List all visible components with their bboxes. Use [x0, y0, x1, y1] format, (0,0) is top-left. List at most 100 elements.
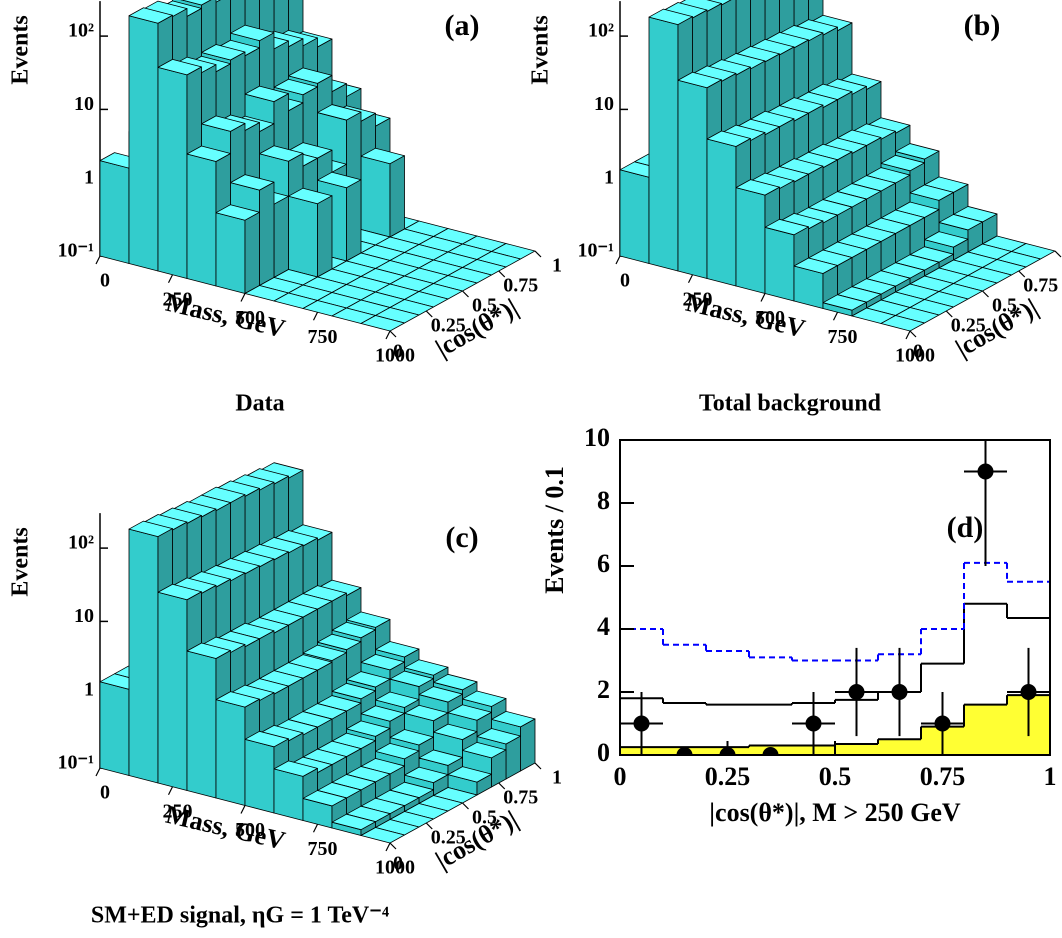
x-tick [95, 767, 101, 777]
data-point [676, 747, 693, 755]
bar-top [317, 633, 362, 651]
bar-top [331, 813, 376, 831]
y-tick [1018, 270, 1026, 278]
bar-top [302, 644, 347, 661]
bar-front [619, 169, 650, 264]
bar-top [404, 766, 449, 783]
y-tick-label: 0.25 [431, 315, 466, 337]
bar-top [375, 641, 420, 658]
y-tick-label: 0.5 [472, 295, 497, 317]
lego-panel: 10⁻¹11010²0250500750100000.250.50.751Eve… [8, 0, 562, 417]
y-tick-label: 4 [597, 612, 610, 641]
x-tick-label: 1 [1044, 762, 1057, 791]
y-tick-label: 1 [552, 767, 562, 789]
bar-top [938, 214, 983, 231]
y-tick [498, 782, 506, 790]
y-tick [462, 802, 469, 810]
x-tick-label: 500 [755, 307, 785, 329]
y-tick [498, 270, 506, 278]
bar-top [331, 621, 376, 639]
x-tick [760, 293, 766, 302]
data-point [1020, 684, 1037, 700]
hist-panel: 0 2 4 6 8 10 0 0.25 0.5 0.75 1 |cos(θ*)|, M > 250 G… [540, 423, 1057, 827]
x-tick-label: 500 [235, 307, 265, 329]
bar-top [128, 7, 173, 24]
x-tick-label: 250 [163, 288, 193, 310]
bar-top [230, 174, 275, 191]
z-tick-label: 10 [74, 605, 94, 627]
bar-top [331, 682, 376, 700]
bar-top [909, 184, 954, 201]
panel-label: (d) [947, 511, 984, 544]
bar-top [433, 673, 478, 691]
y-tick-label: 0.5 [472, 807, 497, 829]
bar-top [273, 760, 318, 777]
bar-top [288, 187, 333, 205]
bar-top [273, 78, 318, 96]
bar-front [128, 15, 159, 272]
y-tick-label: 0 [393, 853, 403, 875]
x-tick-label: 0 [620, 270, 630, 292]
bar-top [346, 720, 391, 737]
z-tick-label: 1 [84, 678, 94, 700]
z-tick-label: 10⁻¹ [577, 240, 614, 262]
x-tick-label: 0.25 [705, 762, 751, 791]
panel-label: (a) [445, 9, 480, 42]
bar-side [259, 181, 275, 286]
y-tick-label: 0.75 [503, 787, 538, 809]
z-tick-label: 10⁻¹ [57, 752, 94, 774]
bar-top [677, 71, 722, 89]
bar-top [215, 691, 260, 708]
bar-front [648, 16, 679, 272]
z-axis-title: Events [528, 15, 554, 84]
bar-top [346, 671, 391, 688]
y-tick [389, 842, 397, 850]
bar-top [706, 130, 751, 147]
bar-top [157, 58, 202, 76]
lego-panel: 10⁻¹11010²0250500750100000.250.50.751Eve… [8, 462, 562, 929]
bar-top [302, 790, 347, 807]
bar-front [128, 528, 159, 784]
bar-front [215, 699, 246, 806]
z-axis-title: Events [8, 15, 34, 84]
bar-top [230, 24, 275, 42]
z-tick-label: 10⁻¹ [57, 240, 94, 262]
x-tick [385, 842, 391, 852]
bar-top [404, 659, 449, 676]
data-point [977, 463, 994, 480]
z-tick-label: 1 [604, 166, 614, 188]
x-tick-label: 500 [235, 819, 265, 841]
bar-front [735, 187, 766, 294]
z-tick-label: 10 [594, 93, 614, 115]
z-tick-label: 10 [74, 93, 94, 115]
x-tick-label: 1000 [375, 345, 415, 367]
y-tick [534, 250, 542, 258]
z-tick-label: 10² [68, 532, 94, 554]
bar-top [880, 154, 925, 172]
bar-top [259, 145, 304, 162]
x-tick [832, 311, 839, 321]
panel-label: (c) [445, 521, 478, 554]
bar-front [99, 160, 130, 264]
bar-top [735, 179, 780, 196]
x-tick-label: 0 [100, 270, 110, 292]
y-tick-label: 6 [597, 549, 610, 578]
bar-top [360, 315, 405, 332]
bar-top [317, 104, 362, 121]
x-tick-label: 750 [828, 326, 858, 348]
bar-top [128, 520, 173, 537]
bar-top [822, 294, 867, 311]
bar-top [389, 729, 434, 746]
bar-top [418, 686, 463, 703]
y-tick-label: 2 [597, 675, 610, 704]
x-tick-label: 750 [308, 838, 338, 860]
y-tick-label: 0.75 [503, 275, 538, 297]
bar-top [157, 583, 202, 601]
bar-top [360, 705, 405, 722]
y-tick [425, 310, 433, 318]
bar-side [389, 155, 405, 238]
bar-front [186, 650, 217, 799]
x-tick [905, 330, 911, 340]
bar-top [375, 742, 420, 760]
bar-front [157, 66, 188, 279]
